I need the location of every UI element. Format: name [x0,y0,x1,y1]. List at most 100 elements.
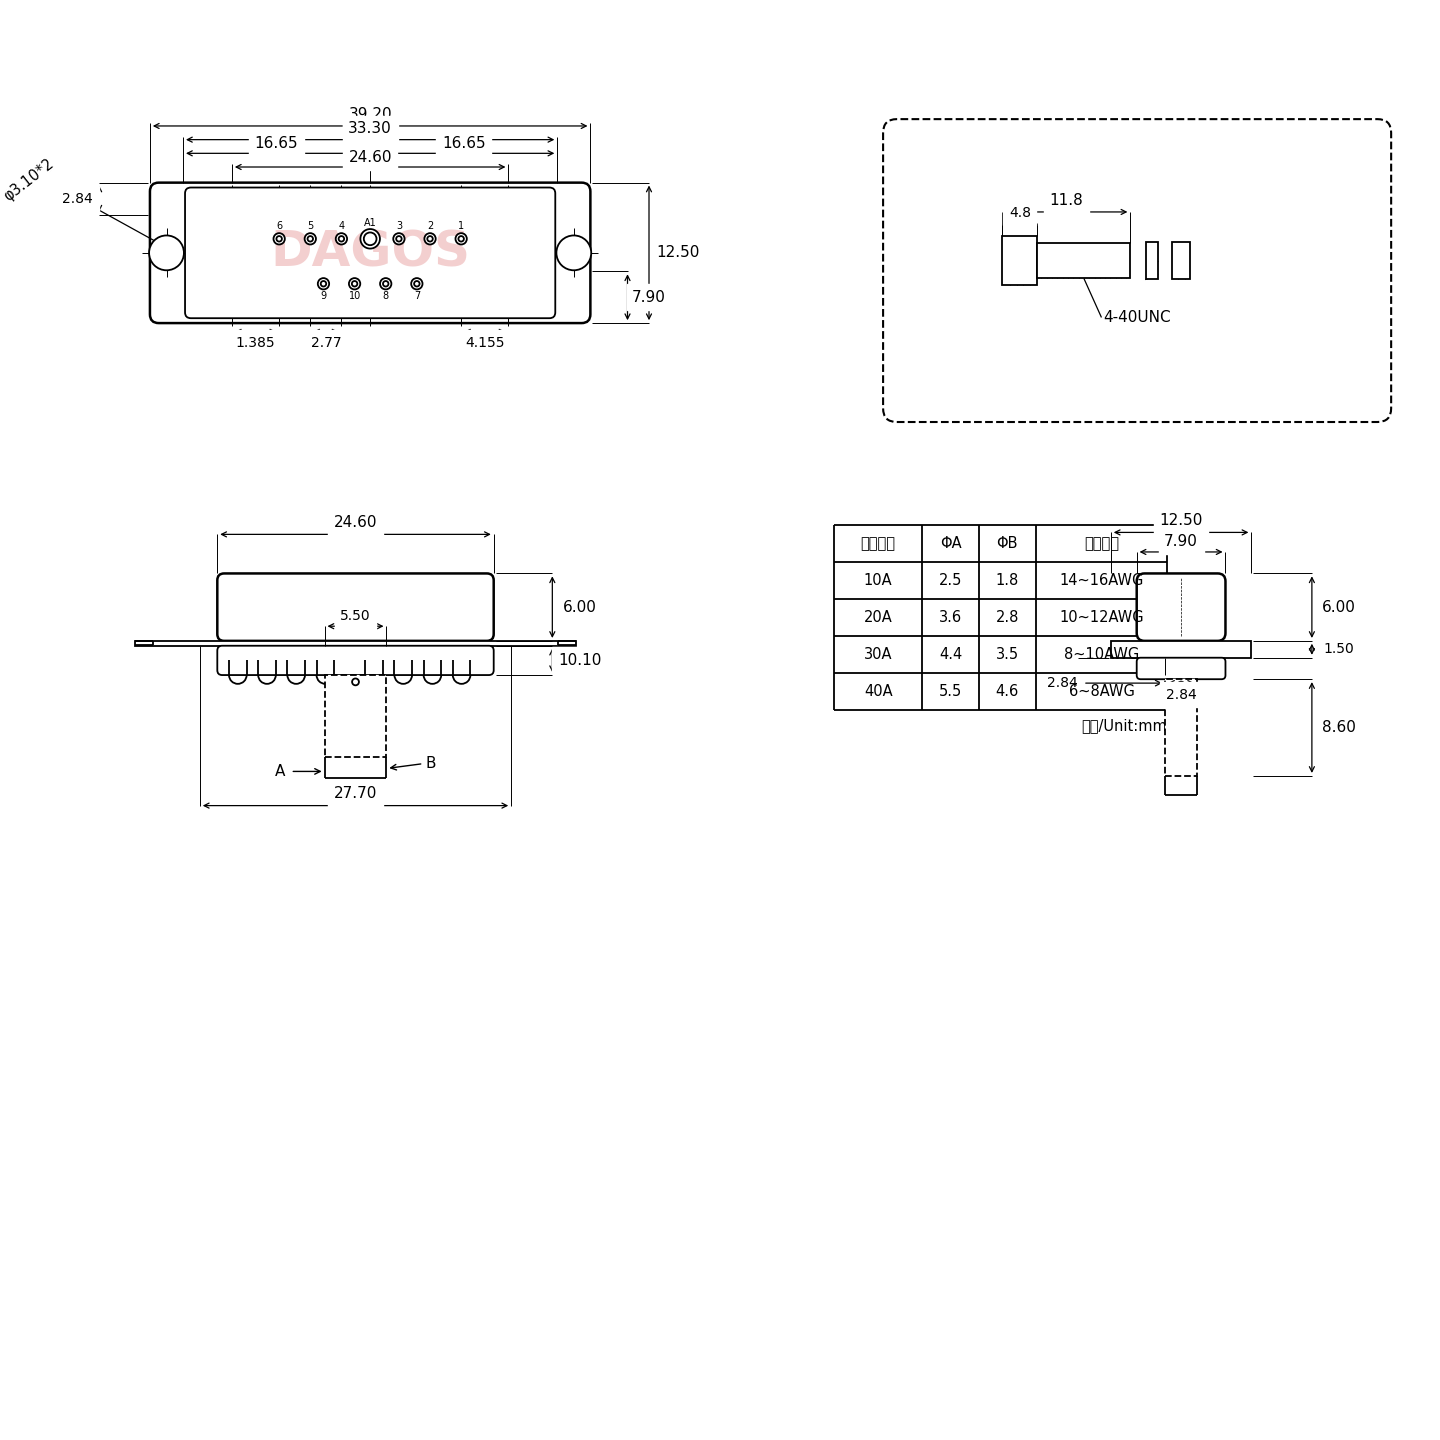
Circle shape [364,232,376,245]
Text: 4.8: 4.8 [1009,206,1031,220]
Text: 10A: 10A [864,573,893,588]
Text: 8.60: 8.60 [1322,720,1356,734]
FancyBboxPatch shape [1136,658,1225,680]
Text: 27.70: 27.70 [334,786,377,802]
Text: 30A: 30A [864,647,893,662]
Text: 5.50: 5.50 [340,609,372,624]
Text: DAGOS: DAGOS [271,229,469,276]
Text: 3: 3 [396,222,402,232]
Text: 2.84: 2.84 [62,192,94,206]
Text: 1.50: 1.50 [1323,642,1355,657]
FancyBboxPatch shape [150,183,590,323]
Circle shape [274,233,285,245]
Circle shape [338,236,344,242]
Circle shape [305,233,315,245]
Circle shape [393,233,405,245]
Text: 1.8: 1.8 [995,573,1020,588]
Text: 12.50: 12.50 [1159,513,1202,528]
Circle shape [348,278,360,289]
Text: 4.155: 4.155 [465,336,504,350]
Text: 6.00: 6.00 [563,599,596,615]
Text: B: B [425,756,436,770]
Text: 40A: 40A [864,684,893,700]
Text: 2.5: 2.5 [939,573,962,588]
Text: 6~8AWG: 6~8AWG [1068,684,1135,700]
Text: 7.90: 7.90 [632,289,665,305]
FancyBboxPatch shape [184,187,556,318]
Text: 2.8: 2.8 [995,611,1020,625]
Text: 4.4: 4.4 [939,647,962,662]
Circle shape [150,236,184,271]
Text: 1.385: 1.385 [236,336,275,350]
Text: 2.77: 2.77 [311,336,341,350]
Circle shape [425,233,436,245]
Bar [1037,243,1130,278]
Text: ΦB: ΦB [996,536,1018,550]
Text: 4-40UNC: 4-40UNC [1103,310,1171,325]
Text: 3.5: 3.5 [995,647,1018,662]
Text: 12.50: 12.50 [657,245,700,261]
Text: A: A [275,763,285,779]
Text: 39.20: 39.20 [348,107,392,122]
FancyBboxPatch shape [217,573,494,641]
Text: 8~10AWG: 8~10AWG [1064,647,1139,662]
Text: 单位/Unit:mm: 单位/Unit:mm [1081,719,1168,733]
Text: 20A: 20A [864,611,893,625]
Bar [1002,236,1037,285]
Circle shape [412,278,422,289]
Circle shape [321,281,327,287]
Circle shape [276,236,282,242]
Text: 4.6: 4.6 [995,684,1020,700]
Text: 2: 2 [426,222,433,232]
Text: 3.6: 3.6 [939,611,962,625]
Text: A1: A1 [364,217,376,228]
Text: 5: 5 [307,222,314,232]
Text: 1: 1 [458,222,464,232]
Text: 16.65: 16.65 [442,135,485,151]
Circle shape [336,233,347,245]
Text: 6: 6 [276,222,282,232]
Text: 16.65: 16.65 [255,135,298,151]
Text: 4: 4 [338,222,344,232]
Text: 9: 9 [321,291,327,301]
Circle shape [428,236,433,242]
FancyBboxPatch shape [883,120,1391,422]
Text: 14~16AWG: 14~16AWG [1060,573,1143,588]
Text: 10~12AWG: 10~12AWG [1060,611,1143,625]
Text: 24.60: 24.60 [348,150,392,164]
Text: 33.30: 33.30 [348,121,392,137]
Bar [1110,641,1251,658]
Text: 10: 10 [348,291,361,301]
Circle shape [415,281,419,287]
Text: 额定电流: 额定电流 [861,536,896,550]
Text: 11.8: 11.8 [1050,193,1083,207]
Circle shape [396,236,402,242]
Bar [135,641,576,645]
Circle shape [455,233,467,245]
Circle shape [383,281,389,287]
Bar [1165,680,1197,776]
Circle shape [353,678,359,685]
Circle shape [556,236,592,271]
Circle shape [318,278,330,289]
Text: 2.84: 2.84 [1166,688,1197,701]
Circle shape [360,229,380,249]
Text: 7: 7 [413,291,420,301]
Circle shape [380,278,392,289]
Bar [1146,242,1158,279]
Circle shape [308,236,312,242]
Text: φ3.10*2: φ3.10*2 [1,156,58,203]
Circle shape [458,236,464,242]
Text: 8: 8 [383,291,389,301]
FancyBboxPatch shape [1136,573,1225,641]
Circle shape [351,281,357,287]
Text: 10.10: 10.10 [557,652,602,668]
FancyBboxPatch shape [217,645,494,675]
Bar [1172,242,1189,279]
Text: 7.90: 7.90 [1164,534,1198,549]
Text: ΦA: ΦA [940,536,962,550]
Text: 5.5: 5.5 [939,684,962,700]
Text: 线材规格: 线材规格 [1084,536,1119,550]
Text: 24.60: 24.60 [334,516,377,530]
Text: 2.84: 2.84 [1047,677,1079,690]
